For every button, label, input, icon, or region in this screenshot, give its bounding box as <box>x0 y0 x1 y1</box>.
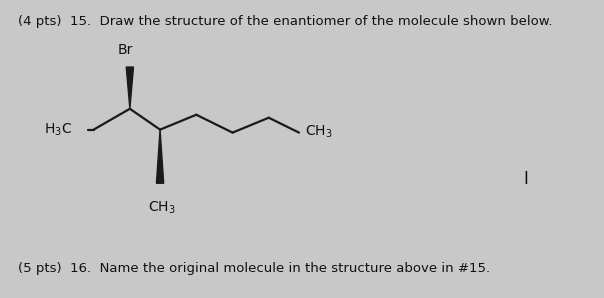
Text: CH$_3$: CH$_3$ <box>148 200 176 216</box>
Text: (5 pts)  16.  Name the original molecule in the structure above in #15.: (5 pts) 16. Name the original molecule i… <box>18 262 490 275</box>
Text: H$_3$C: H$_3$C <box>44 121 72 138</box>
Text: CH$_3$: CH$_3$ <box>305 123 333 140</box>
Text: (4 pts)  15.  Draw the structure of the enantiomer of the molecule shown below.: (4 pts) 15. Draw the structure of the en… <box>18 15 553 28</box>
Polygon shape <box>126 67 133 109</box>
Text: Br: Br <box>117 43 133 57</box>
Polygon shape <box>156 130 164 183</box>
Text: I: I <box>523 170 528 188</box>
